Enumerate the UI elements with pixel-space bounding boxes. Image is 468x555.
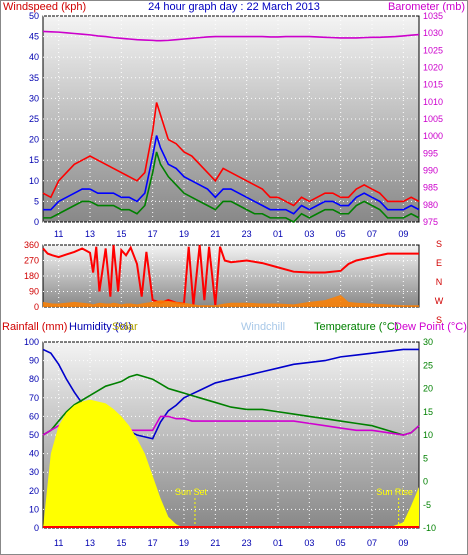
y2-tick-label: 20 bbox=[423, 384, 433, 394]
y2-tick-label: 1010 bbox=[423, 97, 443, 107]
x-tick-label: 03 bbox=[304, 538, 314, 548]
y-tick-label: 5 bbox=[34, 196, 39, 206]
compass-label: W bbox=[435, 296, 444, 306]
x-tick-label: 07 bbox=[367, 229, 377, 239]
x-tick-label: 17 bbox=[148, 538, 158, 548]
y-tick-label: 20 bbox=[29, 135, 39, 145]
chart-title: 24 hour graph day : 22 March 2013 bbox=[148, 1, 320, 13]
y-tick-label: 50 bbox=[29, 430, 39, 440]
sunset-annotation: Sun Set bbox=[175, 487, 208, 497]
y-tick-label: 45 bbox=[29, 32, 39, 42]
compass-label: E bbox=[436, 258, 442, 268]
y-tick-label: 40 bbox=[29, 52, 39, 62]
x-tick-label: 07 bbox=[367, 538, 377, 548]
x-tick-label: 09 bbox=[398, 229, 408, 239]
dewpoint-axis-label: Dew Point (°C) bbox=[394, 321, 467, 333]
x-tick-label: 11 bbox=[54, 229, 63, 239]
y-tick-label: 40 bbox=[29, 449, 39, 459]
windchill-label: Windchill bbox=[241, 321, 286, 333]
y-tick-label: 35 bbox=[29, 73, 39, 83]
y2-tick-label: 1000 bbox=[423, 131, 443, 141]
x-tick-label: 15 bbox=[116, 538, 126, 548]
y2-tick-label: 1005 bbox=[423, 114, 443, 124]
x-tick-label: 15 bbox=[116, 229, 126, 239]
y2-tick-label: 1020 bbox=[423, 63, 443, 73]
series-line-low bbox=[43, 151, 420, 223]
y2-tick-label: 10 bbox=[423, 430, 433, 440]
x-tick-label: 05 bbox=[336, 229, 346, 239]
x-tick-label: 21 bbox=[210, 538, 220, 548]
y2-tick-label: 5 bbox=[423, 453, 428, 463]
x-tick-label: 19 bbox=[179, 229, 189, 239]
y-tick-label: 10 bbox=[29, 176, 39, 186]
y2-tick-label: 985 bbox=[423, 183, 438, 193]
x-tick-label: 01 bbox=[273, 229, 283, 239]
y-tick-label: 0 bbox=[34, 523, 39, 533]
y2-tick-label: 975 bbox=[423, 217, 438, 227]
solar-label: Solar bbox=[112, 321, 138, 333]
series-line-gust bbox=[42, 102, 420, 207]
solar-area bbox=[43, 399, 419, 528]
y-tick-label: 90 bbox=[29, 356, 39, 366]
y2-tick-label: 1030 bbox=[423, 28, 443, 38]
y-tick-label: 30 bbox=[29, 467, 39, 477]
x-tick-label: 13 bbox=[85, 229, 95, 239]
y-tick-label: 80 bbox=[29, 374, 39, 384]
y-tick-label: 25 bbox=[29, 114, 39, 124]
x-tick-label: 21 bbox=[210, 229, 220, 239]
rainfall-axis-label: Rainfall (mm) bbox=[2, 321, 68, 333]
x-tick-label: 23 bbox=[242, 229, 252, 239]
x-tick-label: 13 bbox=[85, 538, 95, 548]
x-tick-label: 03 bbox=[304, 229, 314, 239]
x-tick-label: 11 bbox=[54, 538, 63, 548]
y2-tick-label: 1035 bbox=[423, 11, 443, 21]
y2-tick-label: 25 bbox=[423, 360, 433, 370]
y2-tick-label: 1025 bbox=[423, 45, 443, 55]
series-line-temp bbox=[42, 373, 420, 436]
x-tick-label: 09 bbox=[398, 538, 408, 548]
y-tick-label: 180 bbox=[24, 271, 39, 281]
y2-tick-label: 995 bbox=[423, 148, 438, 158]
y2-tick-label: -10 bbox=[423, 523, 436, 533]
x-tick-label: 01 bbox=[273, 538, 283, 548]
x-tick-label: 05 bbox=[336, 538, 346, 548]
y2-tick-label: 30 bbox=[423, 337, 433, 347]
humidity-axis-label: Humidity (%) bbox=[69, 321, 132, 333]
y-tick-label: 100 bbox=[24, 337, 39, 347]
y-tick-label: 30 bbox=[29, 93, 39, 103]
direction-speed-area bbox=[43, 294, 419, 307]
series-line-baro bbox=[42, 30, 420, 42]
x-tick-label: 17 bbox=[148, 229, 158, 239]
y-tick-label: 50 bbox=[29, 11, 39, 21]
y-tick-label: 70 bbox=[29, 393, 39, 403]
windspeed-axis-label: Windspeed (kph) bbox=[3, 1, 87, 13]
y-tick-label: 60 bbox=[29, 411, 39, 421]
series-line-dir bbox=[42, 244, 419, 306]
y2-tick-label: 15 bbox=[423, 407, 433, 417]
y-tick-label: 15 bbox=[29, 155, 39, 165]
y-tick-label: 90 bbox=[29, 287, 39, 297]
y-tick-label: 270 bbox=[24, 256, 39, 266]
y-tick-label: 0 bbox=[34, 217, 39, 227]
y-tick-label: 10 bbox=[29, 504, 39, 514]
y-tick-label: 0 bbox=[34, 302, 39, 312]
barometer-axis-label: Barometer (mb) bbox=[387, 1, 465, 13]
x-tick-label: 19 bbox=[179, 538, 189, 548]
compass-label: N bbox=[436, 277, 443, 287]
y2-tick-label: 980 bbox=[423, 200, 438, 210]
series-line-avg bbox=[43, 135, 420, 215]
y2-tick-label: 990 bbox=[423, 166, 438, 176]
sunrise-annotation: Sun Rise bbox=[376, 487, 413, 497]
y2-tick-label: 1015 bbox=[423, 80, 443, 90]
y-tick-label: 20 bbox=[29, 486, 39, 496]
x-tick-label: 23 bbox=[242, 538, 252, 548]
y2-tick-label: 0 bbox=[423, 477, 428, 487]
temperature-axis-label: Temperature (°C) bbox=[314, 321, 399, 333]
y2-tick-label: -5 bbox=[423, 500, 431, 510]
y-tick-label: 360 bbox=[24, 240, 39, 250]
compass-label: S bbox=[436, 315, 442, 325]
compass-label: S bbox=[436, 239, 442, 249]
